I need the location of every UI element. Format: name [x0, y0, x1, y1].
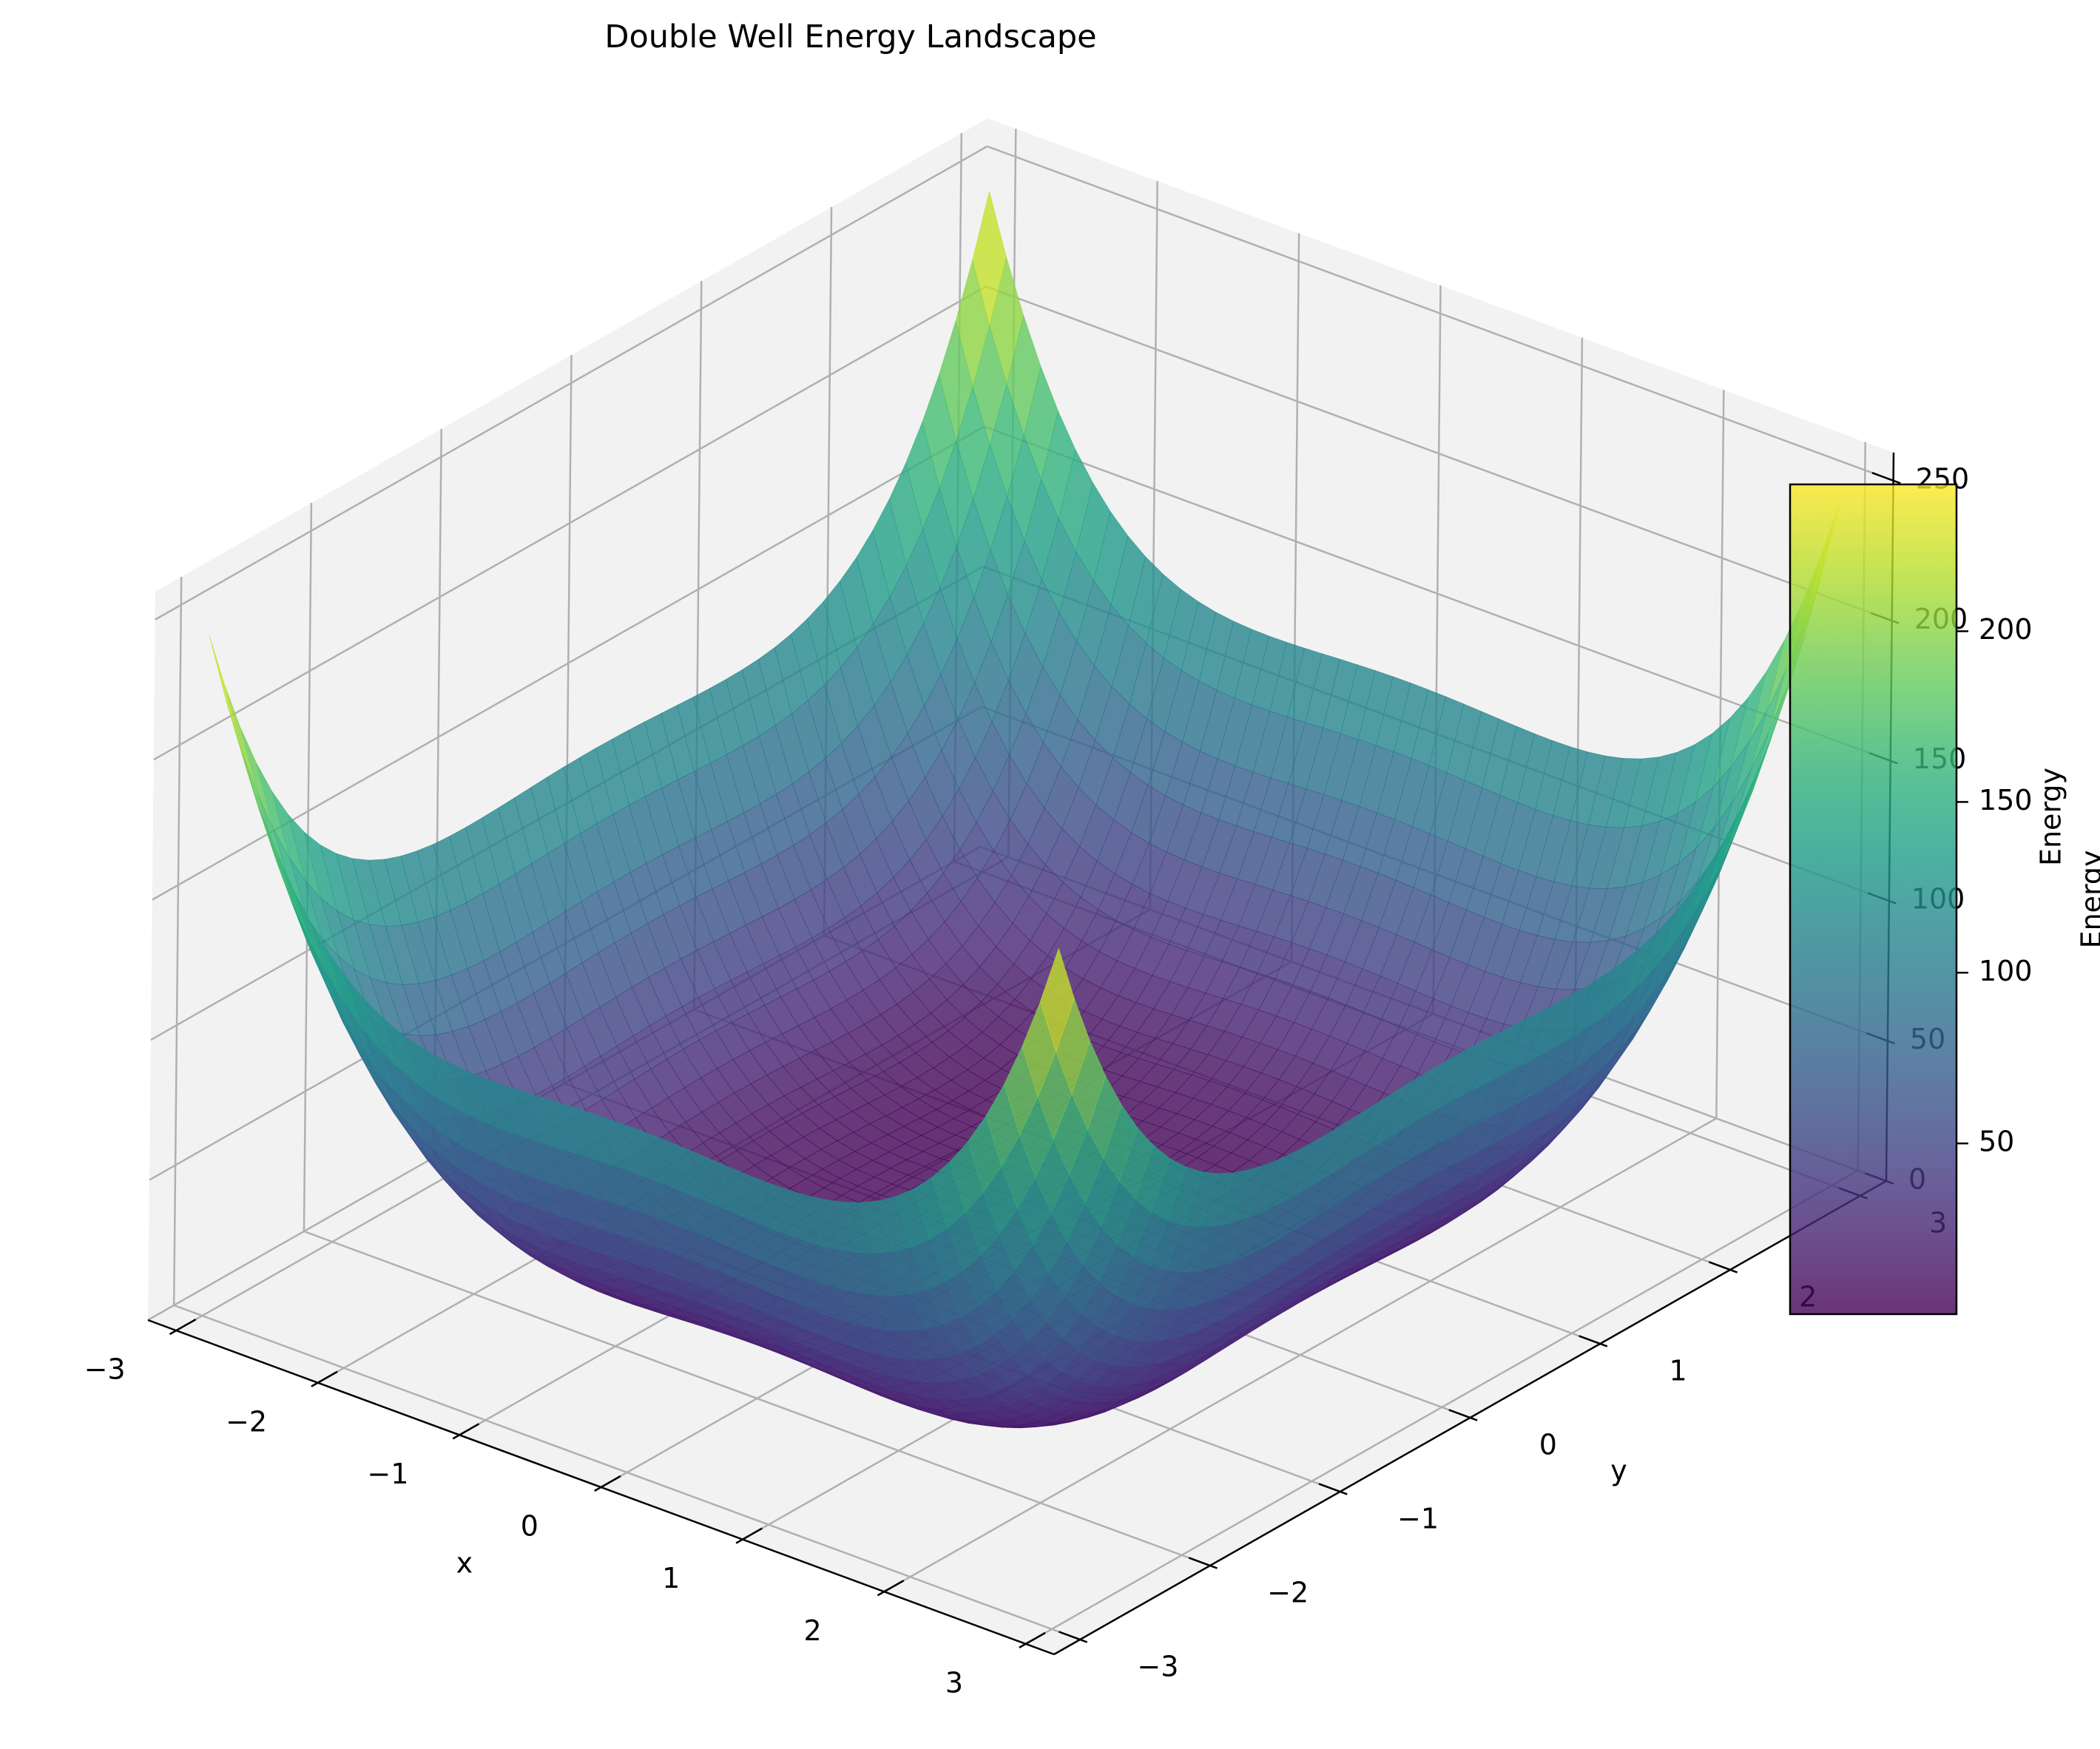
z-tick	[1871, 472, 1901, 484]
x-tick	[1019, 1631, 1046, 1648]
colorbar-fill	[1790, 484, 1956, 1314]
y-tick	[1188, 1557, 1218, 1569]
x-tick-label: −2	[226, 1405, 267, 1438]
colorbar: 50 100 150 200 Energy	[1789, 483, 2100, 1316]
colorbar-tick-label: 200	[1979, 613, 2033, 646]
energy-surface	[209, 191, 1840, 1429]
surface-patch	[1040, 947, 1075, 1053]
y-tick	[1708, 1261, 1738, 1273]
gridline-z	[985, 285, 1893, 622]
colorbar-tick-label: 100	[1979, 955, 2033, 987]
x-tick	[311, 1370, 338, 1387]
y-axis-label: y	[1610, 1455, 1627, 1487]
y-tick-label: 0	[1539, 1428, 1557, 1461]
x-tick	[735, 1527, 763, 1544]
y-tick	[1448, 1409, 1478, 1421]
x-tick-label: 1	[662, 1562, 680, 1594]
z-axis-label: Energy	[2035, 768, 2067, 866]
gridline-y	[172, 576, 183, 1306]
gridline-y	[173, 1304, 1081, 1641]
gridline-y	[303, 1230, 1211, 1567]
x-tick-label: −1	[367, 1458, 408, 1490]
x-tick-label: 2	[804, 1614, 822, 1647]
x-tick	[452, 1423, 480, 1440]
y-tick-label: −3	[1137, 1650, 1178, 1682]
gridline-z	[987, 145, 1894, 482]
y-tick	[1318, 1483, 1348, 1495]
gridline-z	[154, 145, 988, 620]
x-axis-label: x	[456, 1547, 473, 1580]
y-tick-label: −2	[1267, 1576, 1309, 1608]
gridline-z	[984, 425, 1891, 762]
y-tick	[1579, 1335, 1608, 1347]
x-tick	[594, 1475, 621, 1492]
x-tick-label: 3	[945, 1666, 963, 1699]
x-tick-label: −3	[84, 1353, 126, 1386]
gridline-z	[153, 285, 987, 761]
colorbar-label: Energy	[2076, 850, 2100, 948]
x-tick	[877, 1580, 905, 1597]
y-tick-label: 1	[1669, 1354, 1687, 1387]
colorbar-tick-label: 150	[1979, 784, 2033, 816]
colorbar-tick-label: 50	[1979, 1126, 2014, 1158]
chart-title: Double Well Energy Landscape	[604, 18, 1096, 55]
colorbar-frame	[1789, 483, 1958, 1316]
x-tick	[169, 1319, 197, 1336]
y-tick-label: −1	[1397, 1502, 1439, 1535]
y-tick	[1059, 1631, 1088, 1643]
x-tick-label: 0	[521, 1510, 538, 1543]
